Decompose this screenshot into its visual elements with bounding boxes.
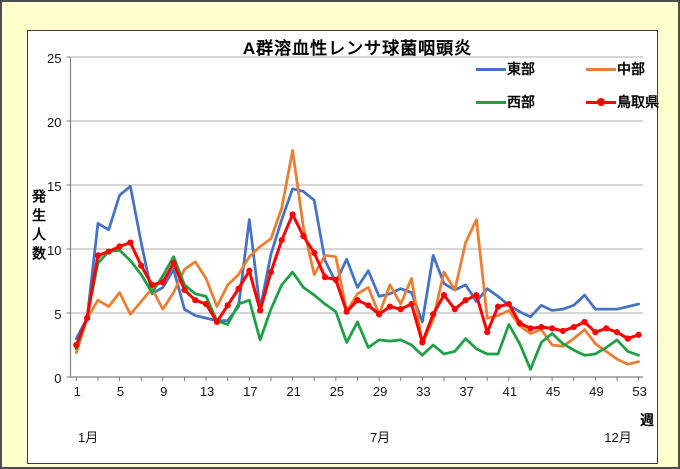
x-tick-label: 5 [116, 384, 125, 399]
series-marker-鳥取県 [343, 308, 350, 315]
series-marker-鳥取県 [73, 341, 80, 349]
month-label: 1月 [77, 430, 99, 445]
legend-label: 東部 [507, 61, 535, 77]
y-axis-title: 発生人数 [31, 189, 47, 265]
series-marker-鳥取県 [408, 300, 415, 308]
series-marker-鳥取県 [138, 262, 145, 269]
x-tick-label: 53 [632, 384, 647, 399]
x-tick-label: 37 [459, 384, 474, 399]
series-marker-鳥取県 [440, 291, 448, 299]
series-marker-鳥取県 [267, 268, 275, 276]
series-marker-鳥取県 [505, 300, 512, 308]
series-marker-鳥取県 [613, 329, 621, 336]
series-marker-鳥取県 [84, 315, 91, 322]
series-marker-鳥取県 [278, 236, 285, 244]
series-marker-鳥取県 [127, 239, 134, 246]
series-marker-鳥取県 [559, 327, 567, 335]
series-marker-鳥取県 [451, 306, 458, 313]
series-marker-鳥取県 [321, 274, 329, 281]
x-tick-label: 17 [243, 384, 258, 399]
legend-swatch [476, 61, 506, 77]
series-marker-鳥取県 [473, 291, 480, 299]
series-marker-鳥取県 [289, 211, 296, 218]
series-marker-鳥取県 [397, 306, 404, 313]
series-marker-鳥取県 [354, 297, 361, 304]
series-line-東部 [74, 184, 641, 340]
legend-item-東部: 東部 [476, 61, 572, 77]
series-line-西部 [74, 248, 641, 371]
y-tick-label: 0 [54, 370, 62, 386]
series-marker-鳥取県 [430, 311, 437, 318]
series-line-中部 [74, 149, 641, 366]
series-marker-鳥取県 [592, 329, 599, 336]
series-marker-鳥取県 [635, 331, 642, 338]
series-marker-鳥取県 [570, 323, 577, 331]
x-tick-label: 29 [372, 384, 388, 399]
series-marker-鳥取県 [213, 318, 220, 326]
x-tick-label: 49 [589, 384, 604, 399]
legend-item-西部: 西部 [476, 94, 572, 110]
y-tick-label: 25 [47, 50, 62, 66]
month-label: 7月 [369, 430, 391, 445]
series-marker-鳥取県 [375, 311, 383, 318]
series-marker-鳥取県 [516, 320, 523, 327]
series-marker-鳥取県 [603, 325, 610, 332]
series-marker-鳥取県 [246, 267, 253, 274]
series-marker-鳥取県 [116, 243, 123, 250]
y-tick-label: 10 [47, 242, 62, 258]
series-marker-鳥取県 [159, 279, 166, 286]
series-marker-鳥取県 [386, 303, 394, 310]
legend-item-中部: 中部 [586, 61, 678, 77]
series-marker-鳥取県 [202, 300, 210, 308]
series-marker-鳥取県 [300, 233, 307, 240]
y-tick-label: 20 [47, 114, 62, 130]
series-marker-鳥取県 [484, 329, 491, 336]
x-tick-label: 13 [199, 384, 215, 399]
series-marker-鳥取県 [224, 302, 231, 309]
series-marker-鳥取県 [365, 302, 372, 309]
series-marker-鳥取県 [549, 325, 556, 332]
x-tick-label: 45 [545, 384, 561, 399]
legend-label: 中部 [617, 61, 645, 77]
series-marker-鳥取県 [494, 303, 502, 310]
legend-swatch [586, 94, 616, 110]
series-marker-鳥取県 [94, 252, 102, 259]
series-marker-鳥取県 [170, 259, 177, 267]
series-marker-鳥取県 [192, 297, 199, 304]
series-marker-鳥取県 [105, 248, 112, 255]
y-tick-label: 15 [47, 178, 62, 194]
series-marker-鳥取県 [235, 285, 242, 292]
x-tick-label: 25 [329, 384, 345, 399]
x-tick-label: 21 [286, 384, 301, 399]
series-marker-鳥取県 [181, 286, 188, 294]
legend-swatch [476, 94, 506, 110]
series-marker-鳥取県 [538, 323, 545, 331]
chart-title: A群溶血性レンサ球菌咽頭炎 [242, 39, 473, 58]
series-marker-鳥取県 [148, 281, 156, 288]
series-marker-鳥取県 [419, 339, 426, 346]
series-marker-鳥取県 [462, 297, 469, 304]
series-marker-鳥取県 [257, 307, 264, 314]
x-tick-label: 41 [502, 384, 518, 399]
series-marker-鳥取県 [581, 318, 588, 326]
x-tick-label: 33 [416, 384, 431, 399]
x-tick-label: 9 [160, 384, 168, 399]
x-tick-label: 1 [73, 384, 81, 399]
y-tick-label: 5 [54, 306, 62, 322]
x-axis-unit-label: 週 [640, 412, 654, 428]
legend-label: 西部 [507, 94, 535, 110]
series-marker-鳥取県 [311, 249, 318, 256]
series-marker-鳥取県 [624, 335, 631, 342]
legend-item-鳥取県: 鳥取県 [586, 94, 678, 110]
legend-label: 鳥取県 [617, 94, 659, 110]
series-marker-鳥取県 [332, 276, 339, 283]
month-label: 12月 [604, 430, 632, 445]
series-marker-鳥取県 [527, 325, 534, 332]
legend-swatch [586, 61, 616, 77]
legend: 東部 中部西部 鳥取県 [476, 61, 678, 110]
